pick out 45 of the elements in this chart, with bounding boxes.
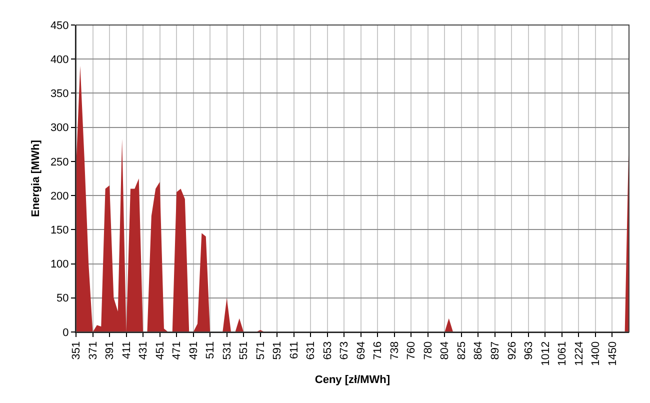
y-tick-label: 100 — [50, 258, 69, 271]
x-tick-label: 673 — [338, 341, 351, 360]
x-tick-label: 1061 — [556, 341, 569, 366]
y-tick-label: 150 — [50, 224, 69, 237]
y-tick-label: 50 — [56, 292, 69, 305]
y-tick-label: 200 — [50, 190, 69, 202]
x-tick-label: 451 — [154, 341, 166, 360]
x-tick-label: 1224 — [573, 341, 586, 366]
x-tick-label: 780 — [422, 341, 434, 360]
x-tick-label: 926 — [506, 341, 518, 360]
x-tick-label: 897 — [490, 341, 502, 360]
x-tick-label: 694 — [355, 341, 368, 360]
x-tick-label: 551 — [238, 341, 250, 360]
y-tick-label: 350 — [50, 88, 69, 100]
x-tick-label: 738 — [388, 341, 401, 360]
x-tick-label: 653 — [322, 341, 334, 360]
y-tick-label: 450 — [50, 20, 69, 32]
x-tick-label: 825 — [456, 341, 468, 360]
x-tick-label: 1450 — [606, 341, 619, 366]
x-tick-label: 391 — [104, 341, 116, 360]
y-tick-label: 250 — [50, 156, 69, 168]
y-axis-title: Energia [MWh] — [30, 140, 42, 217]
x-tick-label: 760 — [406, 341, 418, 360]
x-tick-label: 471 — [171, 341, 184, 360]
x-tick-label: 431 — [138, 341, 150, 360]
x-tick-label: 716 — [372, 341, 384, 360]
x-tick-label: 963 — [523, 341, 536, 360]
x-tick-label: 611 — [288, 341, 300, 359]
x-tick-label: 371 — [87, 341, 100, 360]
x-tick-label: 591 — [272, 341, 284, 360]
x-tick-label: 531 — [221, 341, 234, 360]
x-tick-label: 631 — [305, 341, 318, 360]
y-tick-label: 300 — [50, 122, 69, 134]
x-tick-label: 571 — [254, 341, 267, 360]
x-tick-label: 864 — [472, 341, 485, 360]
x-tick-label: 1012 — [540, 341, 552, 366]
x-tick-label: 1400 — [590, 341, 602, 366]
y-tick-label: 400 — [50, 54, 69, 66]
x-tick-label: 491 — [188, 341, 200, 360]
x-tick-label: 804 — [439, 341, 452, 360]
x-tick-label: 351 — [70, 341, 83, 360]
y-tick-label: 0 — [62, 326, 69, 339]
x-axis-title: Ceny [zł/MWh] — [314, 374, 390, 386]
x-tick-label: 511 — [204, 341, 217, 359]
x-tick-label: 411 — [120, 341, 133, 359]
